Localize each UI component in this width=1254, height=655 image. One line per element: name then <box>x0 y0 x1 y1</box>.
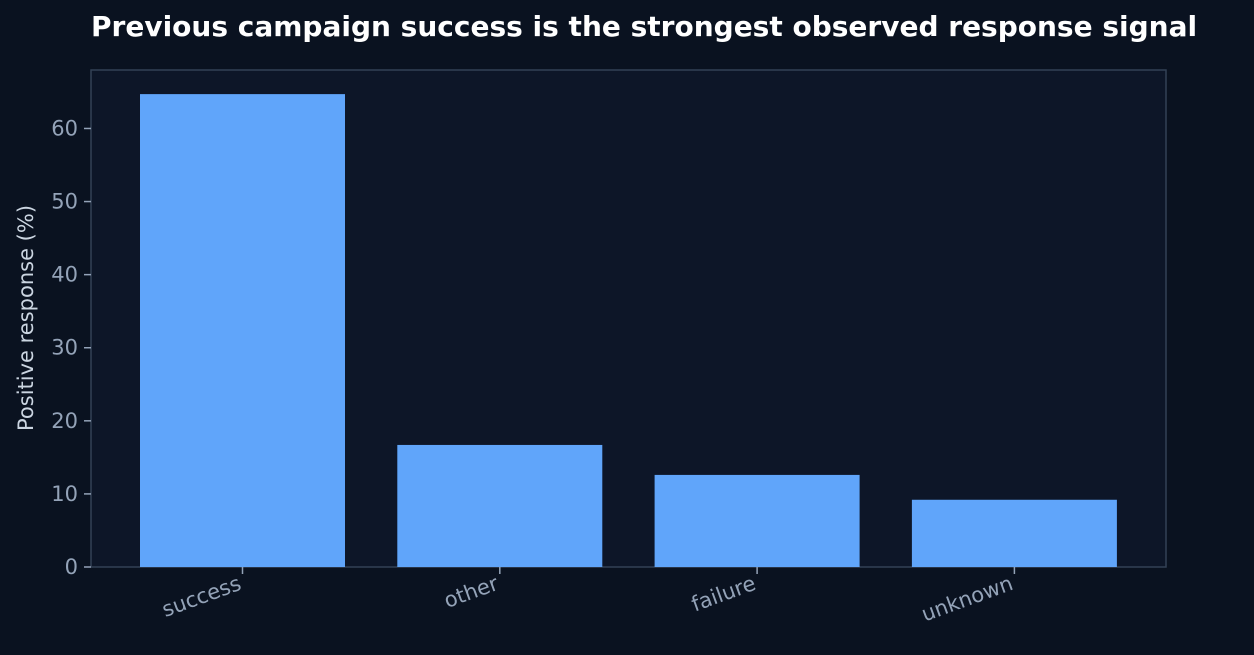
y-tick-label: 60 <box>51 116 78 140</box>
y-tick-label: 10 <box>51 482 78 506</box>
y-axis-label: Positive response (%) <box>14 205 38 431</box>
y-tick-label: 0 <box>65 555 78 579</box>
y-axis-ticks: 0 10 20 30 40 50 60 <box>51 116 91 579</box>
bar-unknown <box>911 499 1117 567</box>
bars-layer <box>140 94 1117 568</box>
y-tick-label: 40 <box>51 263 78 287</box>
chart-title: Previous campaign success is the stronge… <box>91 10 1197 43</box>
bar-failure <box>654 474 860 567</box>
bar-success <box>140 94 345 568</box>
bar-other <box>397 444 603 567</box>
y-tick-label: 50 <box>51 190 78 214</box>
y-tick-label: 30 <box>51 336 78 360</box>
y-tick-label: 20 <box>51 409 78 433</box>
